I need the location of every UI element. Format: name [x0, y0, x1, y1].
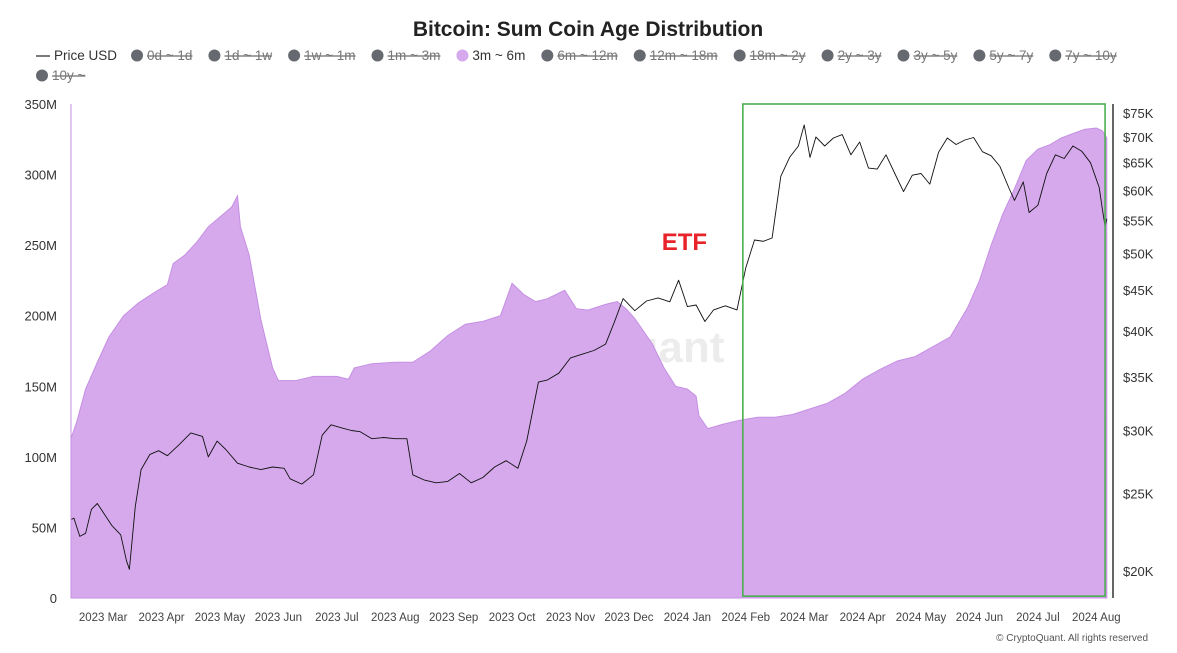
legend-item: 3y ~ 5y — [897, 48, 958, 63]
legend-label: 7y ~ 10y — [1065, 48, 1117, 63]
x-tick-label: 2024 Aug — [1072, 612, 1121, 624]
legend-item: 12m ~ 18m — [633, 48, 718, 63]
y-right-tick-label: $55K — [1123, 214, 1154, 229]
price-usd-line — [70, 124, 1108, 570]
x-tick-label: 2024 Jul — [1016, 612, 1059, 624]
legend-item: 3m ~ 6m — [456, 48, 525, 63]
x-tick-label: 2023 Jun — [255, 612, 302, 624]
x-tick-label: 2023 Jul — [315, 612, 358, 624]
axes: 0 50M 100M 150M 200M 250M 300M 350M $20K $25K $30K… — [24, 97, 1153, 624]
legend-item: 1w ~ 1m — [288, 48, 356, 63]
y-right-tick-label: $50K — [1123, 247, 1154, 262]
chart-title: Bitcoin: Sum Coin Age Distribution — [413, 18, 763, 41]
legend-item: 10y ~ — [36, 68, 86, 83]
x-tick-label: 2023 May — [195, 612, 246, 624]
legend-label: 3y ~ 5y — [913, 48, 957, 63]
legend-dot — [733, 49, 746, 62]
y-left-tick-label: 300M — [24, 168, 57, 183]
y-left-tick-label: 150M — [24, 379, 57, 394]
x-tick-label: 2023 Sep — [429, 612, 478, 624]
legend-label: 10y ~ — [52, 68, 86, 83]
legend-label: 0d ~ 1d — [147, 48, 192, 63]
x-tick-label: 2023 Dec — [604, 612, 653, 624]
legend-label: 12m ~ 18m — [650, 48, 718, 63]
legend-dot — [456, 49, 469, 62]
y-right-tick-label: $60K — [1123, 183, 1154, 198]
legend-dot — [897, 49, 910, 62]
legend-dot — [973, 49, 986, 62]
legend-dot — [541, 49, 554, 62]
y-right-tick-label: $75K — [1123, 106, 1154, 121]
legend: Price USD 0d ~ 1d 1d ~ 1w 1w ~ 1m 1m ~ 3m 3m … — [36, 48, 1117, 83]
legend-item: 6m ~ 12m — [541, 48, 618, 63]
y-right-tick-label: $25K — [1123, 487, 1154, 502]
legend-item: 1d ~ 1w — [208, 48, 272, 63]
copyright-credit: © CryptoQuant. All rights reserved — [996, 633, 1148, 644]
y-right-tick-label: $35K — [1123, 370, 1154, 385]
legend-dot — [371, 49, 384, 62]
legend-label: 1d ~ 1w — [224, 48, 272, 63]
legend-item: 2y ~ 3y — [821, 48, 882, 63]
y-left-tick-label: 50M — [32, 520, 57, 535]
y-right-tick-label: $65K — [1123, 156, 1154, 171]
x-tick-label: 2024 Jan — [664, 612, 711, 624]
x-tick-label: 2023 Aug — [371, 612, 420, 624]
legend-item: 7y ~ 10y — [1049, 48, 1117, 63]
highlight-box — [742, 103, 1106, 597]
legend-item: 0d ~ 1d — [131, 48, 192, 63]
y-right-tick-label: $40K — [1123, 324, 1154, 339]
legend-dot — [821, 49, 834, 62]
legend-dot — [36, 69, 48, 82]
legend-dot — [288, 49, 301, 62]
legend-label: Price USD — [54, 48, 117, 63]
x-tick-label: 2023 Nov — [546, 612, 595, 624]
legend-label: 3m ~ 6m — [472, 48, 525, 63]
plot-area: ETF — [70, 103, 1108, 599]
legend-dot — [633, 49, 646, 62]
area-series-3m-6m — [70, 127, 1108, 599]
legend-item: 18m ~ 2y — [733, 48, 806, 63]
x-tick-label: 2024 Mar — [780, 612, 829, 624]
legend-label: 6m ~ 12m — [557, 48, 617, 63]
legend-label: 5y ~ 7y — [989, 48, 1033, 63]
y-left-tick-label: 250M — [24, 238, 57, 253]
y-right-tick-label: $45K — [1123, 283, 1154, 298]
legend-item: 1m ~ 3m — [371, 48, 441, 63]
legend-label: 1m ~ 3m — [388, 48, 441, 63]
y-left-tick-label: 100M — [24, 450, 57, 465]
legend-label: 2y ~ 3y — [838, 48, 882, 63]
legend-dot — [131, 49, 144, 62]
x-tick-label: 2024 Feb — [721, 612, 770, 624]
y-left-tick-label: 350M — [24, 97, 57, 112]
y-right-tick-label: $30K — [1123, 424, 1154, 439]
legend-dot — [1049, 49, 1062, 62]
legend-dot — [208, 49, 221, 62]
x-tick-label: 2024 Jun — [956, 612, 1003, 624]
y-left-tick-label: 200M — [24, 309, 57, 324]
y-left-tick-label: 0 — [50, 591, 57, 606]
y-right-tick-label: $70K — [1123, 130, 1154, 145]
x-tick-label: 2023 Oct — [489, 612, 536, 624]
x-tick-label: 2023 Apr — [139, 612, 185, 624]
x-tick-label: 2024 Apr — [840, 612, 886, 624]
legend-label: 1w ~ 1m — [304, 48, 355, 63]
etf-annotation: ETF — [662, 229, 707, 256]
legend-item: Price USD — [36, 48, 117, 63]
legend-label: 18m ~ 2y — [750, 48, 806, 63]
x-tick-label: 2023 Mar — [79, 612, 128, 624]
legend-item: 5y ~ 7y — [973, 48, 1034, 63]
y-right-tick-label: $20K — [1123, 564, 1154, 579]
x-tick-label: 2024 May — [896, 612, 947, 624]
